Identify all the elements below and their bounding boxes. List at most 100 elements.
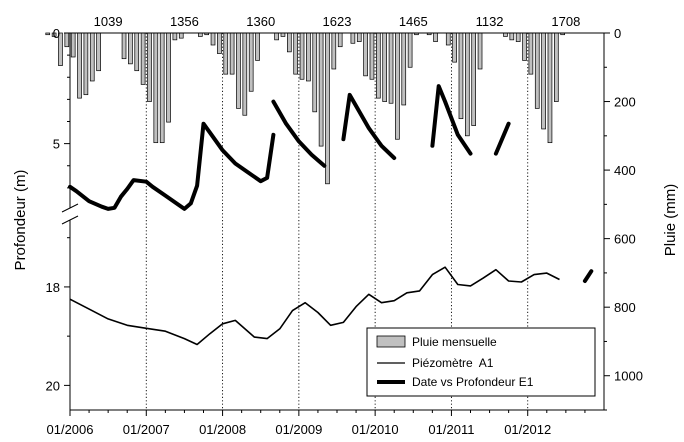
rain-bar: [83, 32, 89, 96]
rain-bar: [395, 32, 400, 140]
rain-bar: [363, 32, 368, 77]
rain-bar: [172, 32, 178, 41]
rain-bar: [96, 32, 101, 72]
x-tick-label: 01/2008: [199, 422, 246, 437]
rain-bar: [388, 32, 394, 104]
rain-bar: [287, 32, 292, 53]
rain-bar: [503, 32, 508, 37]
rain-bar: [350, 32, 356, 44]
y-tick-label-right: 0: [614, 26, 621, 41]
rain-bar: [553, 32, 559, 102]
rain-bar: [318, 32, 324, 147]
rain-bar: [236, 32, 241, 109]
rain-bar: [51, 32, 57, 37]
x-tick-label: 01/2012: [504, 422, 551, 437]
rain-bar: [299, 32, 305, 80]
legend: Pluie mensuelle Piézomètre A1 Date vs Pr…: [366, 327, 596, 397]
rain-bars: [45, 32, 566, 185]
rain-bar: [509, 32, 515, 41]
rain-bar: [153, 32, 159, 144]
y-tick-label-right: 200: [614, 95, 636, 110]
rain-bar: [445, 32, 451, 46]
y-tick-label-right: 600: [614, 232, 636, 247]
x-tick-label: 01/2011: [428, 422, 474, 437]
rain-bar: [45, 32, 51, 36]
rain-bar: [337, 32, 343, 48]
line-profondeur-e1: [493, 121, 511, 156]
rain-bar: [325, 32, 330, 185]
axis-break-mark: [61, 203, 79, 213]
rain-bar: [369, 32, 375, 80]
rain-bar: [306, 32, 311, 82]
rain-bar: [433, 32, 438, 42]
rain-bar: [140, 32, 146, 85]
rain-bar: [128, 32, 133, 65]
x-tick-label: 01/2010: [352, 422, 399, 437]
annual-total-label: 1356: [170, 14, 199, 29]
rain-bar: [534, 32, 540, 109]
rain-bar: [274, 32, 279, 41]
annual-total-label: 1708: [551, 14, 580, 29]
series-lines: [68, 84, 594, 346]
line-profondeur-e1: [430, 84, 473, 156]
legend-label-a1: Piézomètre A1: [412, 356, 494, 370]
rain-bar: [178, 32, 184, 39]
rain-bar: [89, 32, 95, 82]
legend-swatch-bars: [376, 335, 406, 348]
legend-label-bars: Pluie mensuelle: [412, 335, 497, 349]
rain-bar: [401, 32, 407, 106]
y-tick-label-left: 5: [53, 137, 60, 152]
rain-bar: [515, 32, 521, 42]
rain-bar: [223, 32, 229, 75]
rain-bar: [465, 32, 470, 137]
rain-bar: [159, 32, 165, 144]
x-tick-label: 01/2009: [275, 422, 322, 437]
y-axis-label-right: Pluie (mm): [662, 184, 679, 257]
rain-bar: [121, 32, 127, 60]
rain-bar: [547, 32, 553, 144]
y-tick-label-right: 400: [614, 163, 636, 178]
line-profondeur-e1: [68, 121, 276, 211]
rain-bar: [210, 32, 216, 46]
rain-bar: [477, 32, 483, 70]
rain-bar: [280, 32, 286, 37]
rain-bar: [528, 32, 534, 75]
rain-bar: [458, 32, 464, 120]
rain-bar: [522, 32, 527, 61]
axis-break-mark: [61, 215, 79, 225]
rain-bar: [147, 32, 152, 102]
rain-bar: [541, 32, 546, 130]
rain-bar: [452, 32, 457, 63]
rain-bar: [229, 32, 235, 75]
legend-label-e1: Date vs Profondeur E1: [412, 375, 534, 389]
rain-bar: [77, 32, 82, 99]
x-tick-label: 01/2006: [47, 422, 94, 437]
rain-bar: [58, 32, 63, 66]
rain-bar: [312, 32, 318, 113]
annual-totals: 1039 1356 1360 1623 1465 1132 1708: [94, 14, 581, 29]
annual-total-label: 1360: [246, 14, 275, 29]
rain-bar: [242, 32, 248, 116]
rain-bar: [166, 32, 171, 123]
rain-bar: [217, 32, 222, 54]
y-tick-label-left: 18: [46, 280, 60, 295]
annual-total-label: 1132: [476, 14, 504, 29]
rain-bar: [64, 32, 70, 48]
rain-bar: [70, 32, 76, 58]
line-profondeur-e1: [271, 99, 327, 168]
line-profondeur-e1: [341, 92, 397, 160]
line-profondeur-e1: [582, 269, 594, 283]
rain-bar: [407, 32, 413, 68]
annual-total-label: 1623: [323, 14, 352, 29]
y-axis-label-left: Profondeur (m): [12, 170, 29, 271]
line-piezometre-a1: [69, 266, 560, 346]
x-tick-label: 01/2007: [123, 422, 170, 437]
annual-total-label: 1465: [399, 14, 428, 29]
y-tick-label-right: 1000: [614, 369, 643, 384]
rain-bar: [331, 32, 337, 70]
annual-total-label: 1039: [94, 14, 123, 29]
rain-bar: [255, 32, 260, 61]
rain-bar: [471, 32, 476, 126]
